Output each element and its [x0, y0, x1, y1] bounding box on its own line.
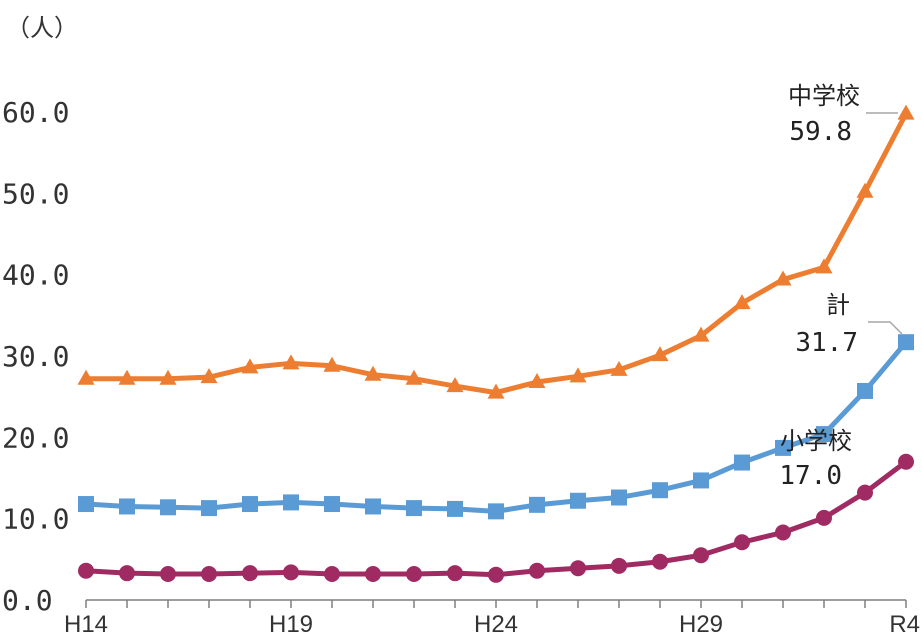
x-tick-label: R4 [889, 611, 920, 638]
data-point-marker [856, 182, 874, 198]
series-2 [78, 453, 914, 583]
y-tick-label: 0.0 [2, 584, 53, 617]
data-point-marker [119, 565, 135, 582]
data-point-marker [364, 365, 382, 381]
series-0 [77, 104, 915, 399]
data-point-marker [447, 500, 463, 517]
y-tick-label: 20.0 [2, 421, 69, 454]
data-point-marker [242, 565, 258, 582]
data-point-marker [283, 564, 299, 581]
x-tick-label: H24 [474, 611, 518, 638]
data-point-marker [200, 368, 218, 384]
data-point-marker [693, 547, 709, 564]
y-axis-unit-label: （人） [6, 14, 78, 42]
y-tick-label: 40.0 [2, 259, 69, 292]
x-tick-label: H19 [269, 611, 313, 638]
data-point-marker [365, 565, 381, 582]
data-point-marker [406, 500, 422, 517]
data-point-marker [569, 367, 587, 383]
data-point-marker [488, 503, 504, 520]
data-point-marker [323, 356, 341, 372]
x-tick-label: H14 [64, 611, 108, 638]
data-point-marker [898, 334, 914, 351]
data-point-marker [160, 565, 176, 582]
data-point-marker [775, 439, 791, 456]
data-point-marker [242, 496, 258, 513]
y-tick-label: 60.0 [2, 96, 69, 129]
series-end-value-label: 17.0 [779, 461, 842, 491]
x-axis-ticks: H14 H19 H24 H29 R4 [64, 611, 920, 638]
data-point-marker [365, 498, 381, 515]
series-line [83, 111, 909, 396]
data-point-marker [897, 104, 915, 120]
data-point-marker [815, 258, 833, 274]
data-point-marker [692, 326, 710, 342]
data-point-marker [611, 557, 627, 574]
y-tick-label: 10.0 [2, 503, 69, 536]
data-point-marker [816, 509, 832, 526]
y-tick-label: 50.0 [2, 177, 69, 210]
data-point-marker [487, 383, 505, 399]
data-point-marker [898, 453, 914, 470]
y-axis-ticks: 0.0 10.0 20.0 30.0 40.0 50.0 60.0 [2, 96, 69, 617]
series-name-label: 中学校 [788, 82, 860, 110]
data-point-marker [159, 369, 177, 385]
data-point-marker [282, 354, 300, 370]
x-tick-label: H29 [679, 611, 723, 638]
data-point-marker [405, 369, 423, 385]
data-point-marker [652, 482, 668, 499]
data-point-marker [201, 565, 217, 582]
data-point-marker [119, 498, 135, 515]
x-axis [85, 599, 907, 608]
data-point-marker [78, 562, 94, 579]
data-point-marker [406, 565, 422, 582]
data-point-marker [652, 553, 668, 570]
data-point-marker [446, 377, 464, 393]
data-point-marker [611, 489, 627, 506]
series-labels: 中学校 59.8 計 31.7 小学校 17.0 [779, 82, 903, 491]
data-point-marker [78, 496, 94, 513]
data-point-marker [201, 500, 217, 517]
data-point-marker [529, 496, 545, 513]
data-point-marker [77, 369, 95, 385]
series-layer [77, 104, 915, 583]
data-point-marker [775, 524, 791, 541]
data-point-marker [610, 360, 628, 376]
data-point-marker [488, 566, 504, 583]
label-leader-line [868, 321, 903, 335]
data-point-marker [528, 373, 546, 389]
y-tick-label: 30.0 [2, 340, 69, 373]
data-point-marker [324, 496, 340, 513]
series-end-value-label: 59.8 [789, 117, 852, 147]
data-point-marker [447, 565, 463, 582]
data-point-marker [651, 346, 669, 362]
data-point-marker [160, 499, 176, 516]
data-point-marker [324, 565, 340, 582]
data-point-marker [816, 426, 832, 443]
data-point-marker [118, 369, 136, 385]
series-name-label: 小学校 [780, 427, 852, 455]
series-1 [78, 334, 914, 520]
data-point-marker [857, 382, 873, 399]
data-point-marker [283, 494, 299, 511]
data-point-marker [733, 294, 751, 310]
data-point-marker [734, 534, 750, 551]
series-name-label: 計 [826, 291, 850, 319]
data-point-marker [241, 358, 259, 374]
data-point-marker [774, 270, 792, 286]
series-end-value-label: 31.7 [795, 328, 858, 358]
data-point-marker [857, 484, 873, 501]
data-point-marker [570, 560, 586, 577]
data-point-marker [529, 562, 545, 579]
data-point-marker [693, 472, 709, 489]
data-point-marker [734, 454, 750, 471]
data-point-marker [570, 492, 586, 509]
